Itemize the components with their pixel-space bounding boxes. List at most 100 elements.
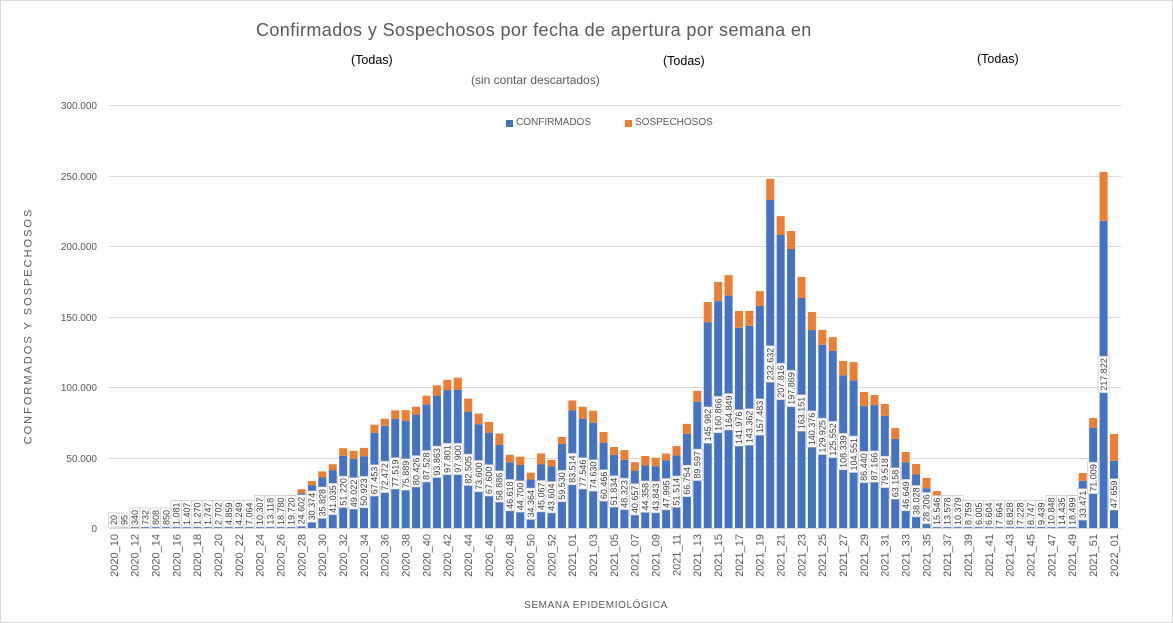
data-label-text: 141.976: [734, 412, 744, 445]
data-label-text: 13.578: [943, 497, 953, 525]
legend-label-sospechosos: SOSPECHOSOS: [635, 117, 713, 128]
data-label: 1.407: [181, 500, 193, 528]
bar-sospechosos-42: [537, 453, 546, 465]
data-label-text: 63.158: [890, 470, 900, 498]
data-label-text: 45.067: [536, 482, 546, 510]
x-tick-label: 2020_26: [275, 534, 287, 577]
data-label-text: 850: [161, 510, 171, 525]
data-label-text: 6.604: [984, 502, 994, 525]
x-tick-label: 2020_30: [317, 534, 329, 577]
legend-item-confirmados: CONFIRMADOS: [506, 117, 591, 129]
bar-sospechosos-38: [495, 433, 504, 445]
data-label-text: 207.816: [776, 365, 786, 398]
bar-sospechosos-34: [453, 377, 462, 390]
x-tick-label: 2021_51: [1088, 534, 1100, 577]
data-label-text: 82.505: [463, 456, 473, 484]
data-label-text: 46.649: [901, 481, 911, 509]
data-label: 48.323: [618, 477, 631, 510]
data-label-text: 72.472: [380, 463, 390, 491]
data-label-text: 8.759: [963, 502, 973, 525]
data-label: 108.339: [837, 433, 849, 471]
bar-sospechosos-97: [1110, 434, 1118, 461]
x-tick-label: 2021_43: [1005, 534, 1017, 577]
data-label: 15.546: [931, 495, 943, 528]
data-label: 340: [129, 507, 141, 528]
data-label: 46.618: [504, 479, 516, 512]
bar-sospechosos-46: [578, 406, 587, 419]
bar-sospechosos-30: [412, 406, 421, 415]
bar-sospechosos-94: [1078, 473, 1087, 481]
data-label-text: 129.925: [818, 420, 828, 453]
data-label: 87.528: [420, 450, 433, 483]
data-label: 7.064: [243, 500, 256, 528]
bar-sospechosos-72: [849, 362, 858, 381]
data-label: 50.923: [358, 476, 370, 509]
data-label-text: 1.081: [172, 502, 182, 525]
x-tick-label: 2021_27: [838, 534, 850, 577]
bar-sospechosos-71: [839, 361, 848, 376]
data-label-text: 18.780: [276, 497, 286, 525]
bar-sospechosos-74: [870, 395, 879, 406]
data-label: 732: [139, 507, 152, 528]
data-label-text: 97.900: [453, 445, 463, 473]
data-label-text: 83.514: [568, 455, 578, 483]
bar-sospechosos-29: [401, 410, 410, 421]
data-label: 4.249: [233, 500, 245, 528]
data-label: 197.869: [785, 369, 797, 408]
bar-sospechosos-63: [755, 291, 764, 306]
bar-sospechosos-70: [828, 337, 837, 351]
data-label-text: 40.657: [630, 486, 640, 514]
bar-sospechosos-49: [610, 447, 618, 455]
data-label-text: 28.206: [922, 494, 932, 522]
data-label: 93.863: [431, 445, 443, 478]
chart-subtitle: (sin contar descartados): [471, 73, 600, 87]
data-label: 49.022: [347, 477, 360, 510]
x-tick-label: 2022_01: [1109, 534, 1121, 577]
x-tick-label: 2021_07: [630, 534, 642, 577]
data-label-text: 20: [109, 515, 119, 525]
x-tick-label: 2021_39: [963, 534, 975, 577]
data-label-text: 73.600: [474, 462, 484, 490]
data-label: 34.364: [524, 487, 537, 520]
data-label-text: 44.358: [640, 483, 650, 511]
data-label: 163.151: [795, 394, 808, 432]
data-label: 44.358: [639, 480, 652, 513]
data-label-text: 145.982: [703, 409, 713, 442]
data-label: 28.206: [920, 492, 933, 525]
data-label: 46.649: [899, 479, 912, 512]
data-label-text: 7.228: [1015, 502, 1025, 525]
x-tick-label: 2020_48: [505, 534, 517, 577]
data-label: 51.514: [670, 475, 683, 508]
data-label: 1.270: [191, 500, 204, 528]
data-label: 47.659: [1108, 478, 1120, 511]
data-label-text: 30.374: [307, 493, 317, 521]
bar-sospechosos-39: [505, 454, 514, 463]
x-tick-label: 2021_13: [692, 534, 704, 577]
data-label: 19.720: [285, 495, 297, 528]
data-label-text: 7.064: [245, 502, 255, 525]
bar-sospechosos-47: [589, 410, 598, 423]
data-label: 30.374: [306, 490, 318, 523]
x-tick-label: 2020_24: [255, 534, 267, 577]
data-label: 145.982: [701, 406, 714, 444]
data-label-box: [556, 469, 568, 503]
data-label-text: 77.546: [578, 460, 588, 488]
bar-sospechosos-23: [339, 448, 348, 456]
legend-label-confirmados: CONFIRMADOS: [516, 117, 591, 128]
filter-value-1: (Todas): [351, 53, 393, 67]
bar-sospechosos-37: [485, 421, 493, 433]
data-label-text: 163.151: [797, 397, 807, 430]
y-tick-label: 250.000: [61, 172, 98, 183]
data-label: 71.009: [1087, 461, 1099, 494]
data-label: 8.759: [962, 500, 974, 528]
data-label-text: 89.597: [693, 451, 703, 479]
data-label: 10.848: [1045, 495, 1058, 528]
data-label-text: 66.754: [682, 467, 692, 495]
data-label-text: 67.453: [370, 467, 380, 495]
data-label-box: [1097, 355, 1110, 393]
data-label: 10.307: [254, 495, 266, 528]
data-label: 217.822: [1097, 355, 1110, 393]
bar-sospechosos-77: [901, 451, 910, 463]
bar-confirmados-6: [162, 526, 171, 528]
data-label: 75.889: [399, 458, 412, 491]
